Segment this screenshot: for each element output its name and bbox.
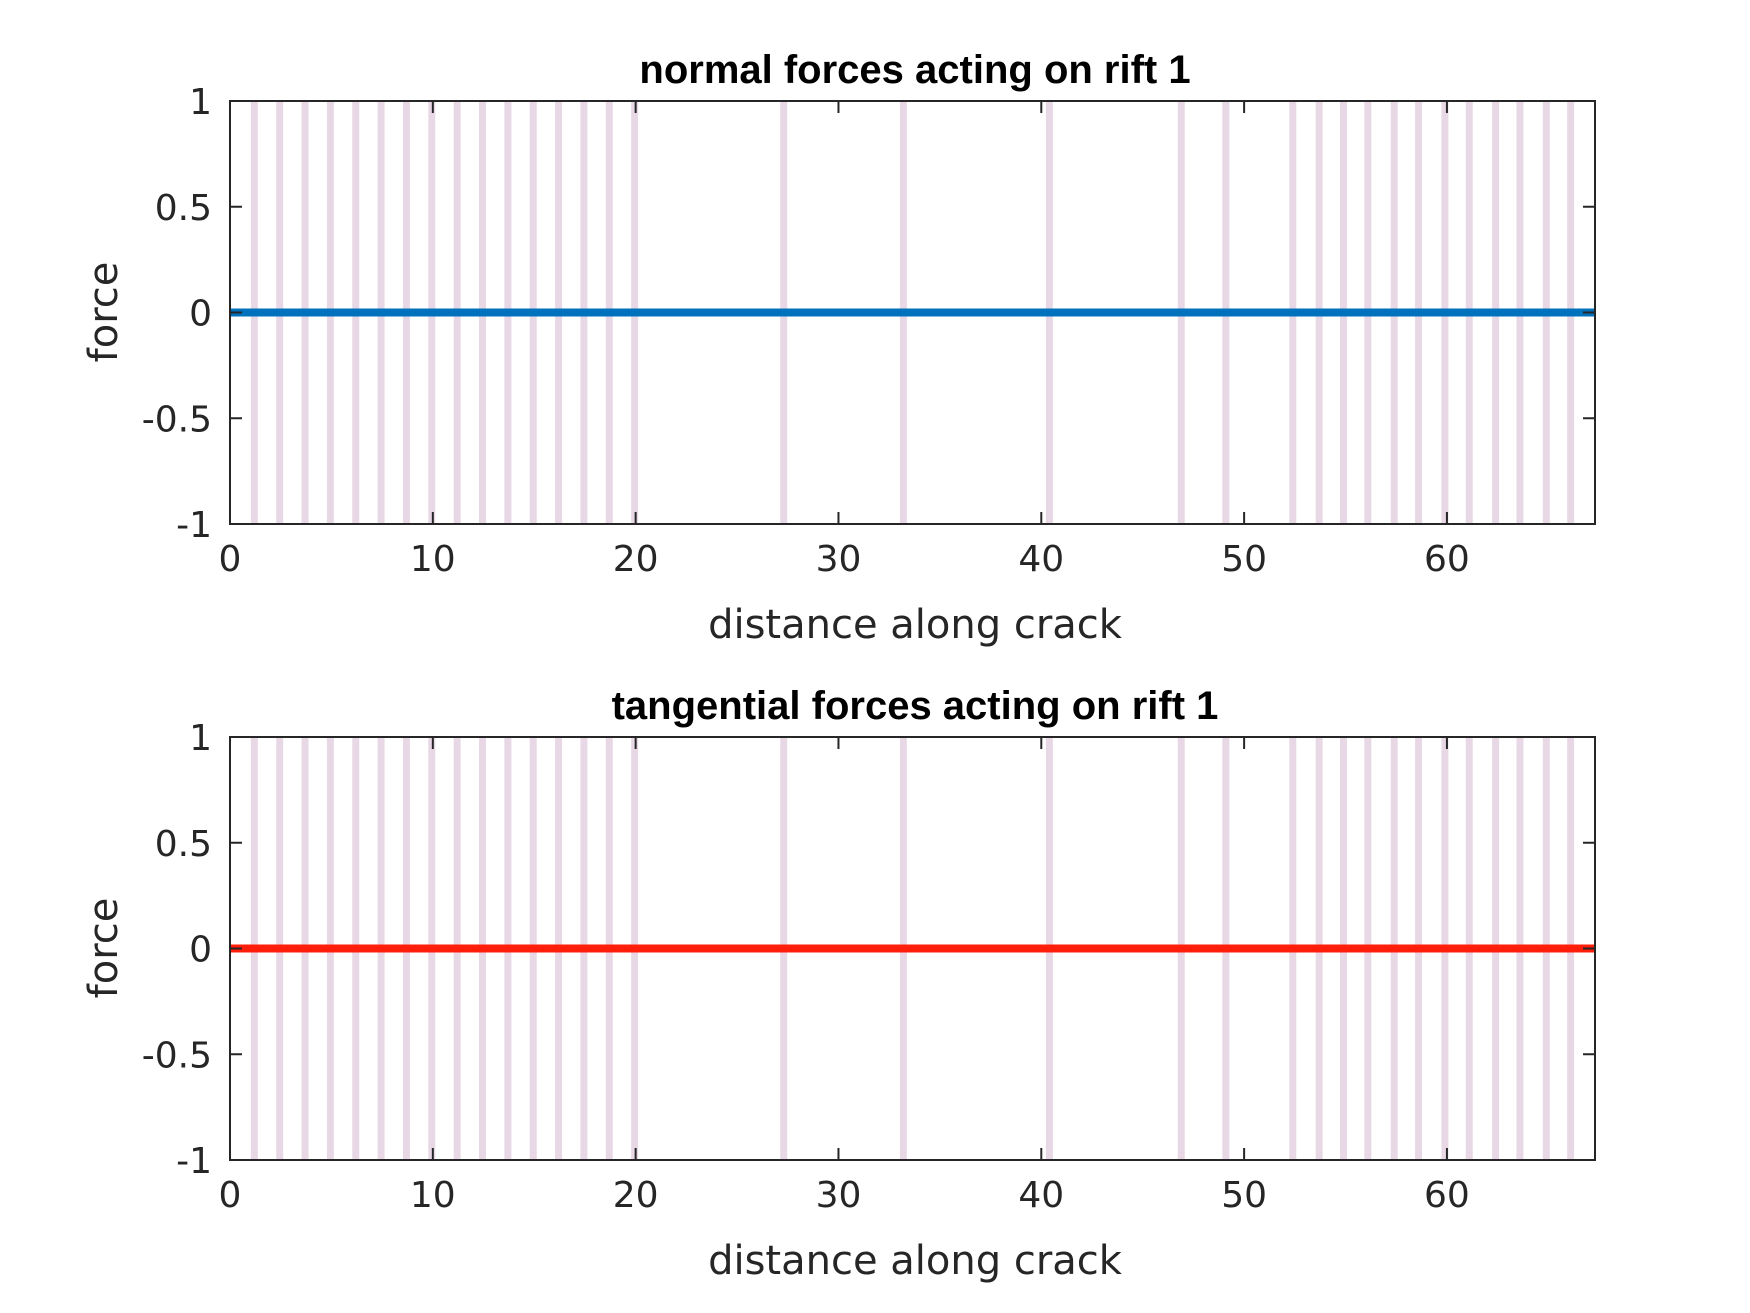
y-tick-label: -1 bbox=[176, 505, 212, 546]
y-tick-label: 0.5 bbox=[155, 188, 212, 229]
y-tick-label: 1 bbox=[189, 82, 212, 123]
x-tick-label: 30 bbox=[816, 1175, 862, 1216]
plot-title: normal forces acting on rift 1 bbox=[639, 48, 1190, 92]
x-tick-label: 0 bbox=[219, 539, 242, 580]
x-tick-label: 10 bbox=[410, 539, 456, 580]
x-tick-label: 60 bbox=[1424, 539, 1470, 580]
x-tick-label: 30 bbox=[816, 539, 862, 580]
x-tick-label: 0 bbox=[219, 1175, 242, 1216]
x-tick-label: 20 bbox=[613, 539, 659, 580]
y-tick-label: 0 bbox=[189, 930, 212, 971]
x-tick-label: 50 bbox=[1221, 539, 1267, 580]
y-tick-label: 0 bbox=[189, 294, 212, 335]
x-tick-label: 60 bbox=[1424, 1175, 1470, 1216]
x-axis-label: distance along crack bbox=[708, 1238, 1123, 1284]
y-tick-label: -0.5 bbox=[142, 1035, 212, 1076]
plot-title: tangential forces acting on rift 1 bbox=[612, 684, 1219, 728]
x-axis-label: distance along crack bbox=[708, 602, 1123, 648]
y-tick-label: 1 bbox=[189, 718, 212, 759]
x-tick-label: 20 bbox=[613, 1175, 659, 1216]
normal-forces-plot: normal forces acting on rift 1 distance … bbox=[81, 48, 1596, 648]
y-tick-label: 0.5 bbox=[155, 824, 212, 865]
tangential-forces-plot: tangential forces acting on rift 1 dista… bbox=[81, 684, 1596, 1284]
x-tick-label: 10 bbox=[410, 1175, 456, 1216]
x-tick-label: 40 bbox=[1018, 539, 1064, 580]
x-tick-label: 50 bbox=[1221, 1175, 1267, 1216]
y-tick-label: -1 bbox=[176, 1141, 212, 1182]
y-tick-label: -0.5 bbox=[142, 399, 212, 440]
x-tick-label: 40 bbox=[1018, 1175, 1064, 1216]
y-axis-label: force bbox=[81, 262, 127, 363]
y-axis-label: force bbox=[81, 898, 127, 999]
